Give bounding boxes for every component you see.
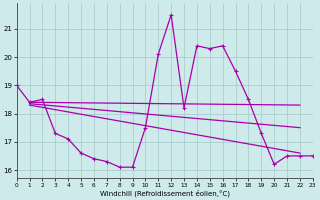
X-axis label: Windchill (Refroidissement éolien,°C): Windchill (Refroidissement éolien,°C) [100, 189, 230, 197]
